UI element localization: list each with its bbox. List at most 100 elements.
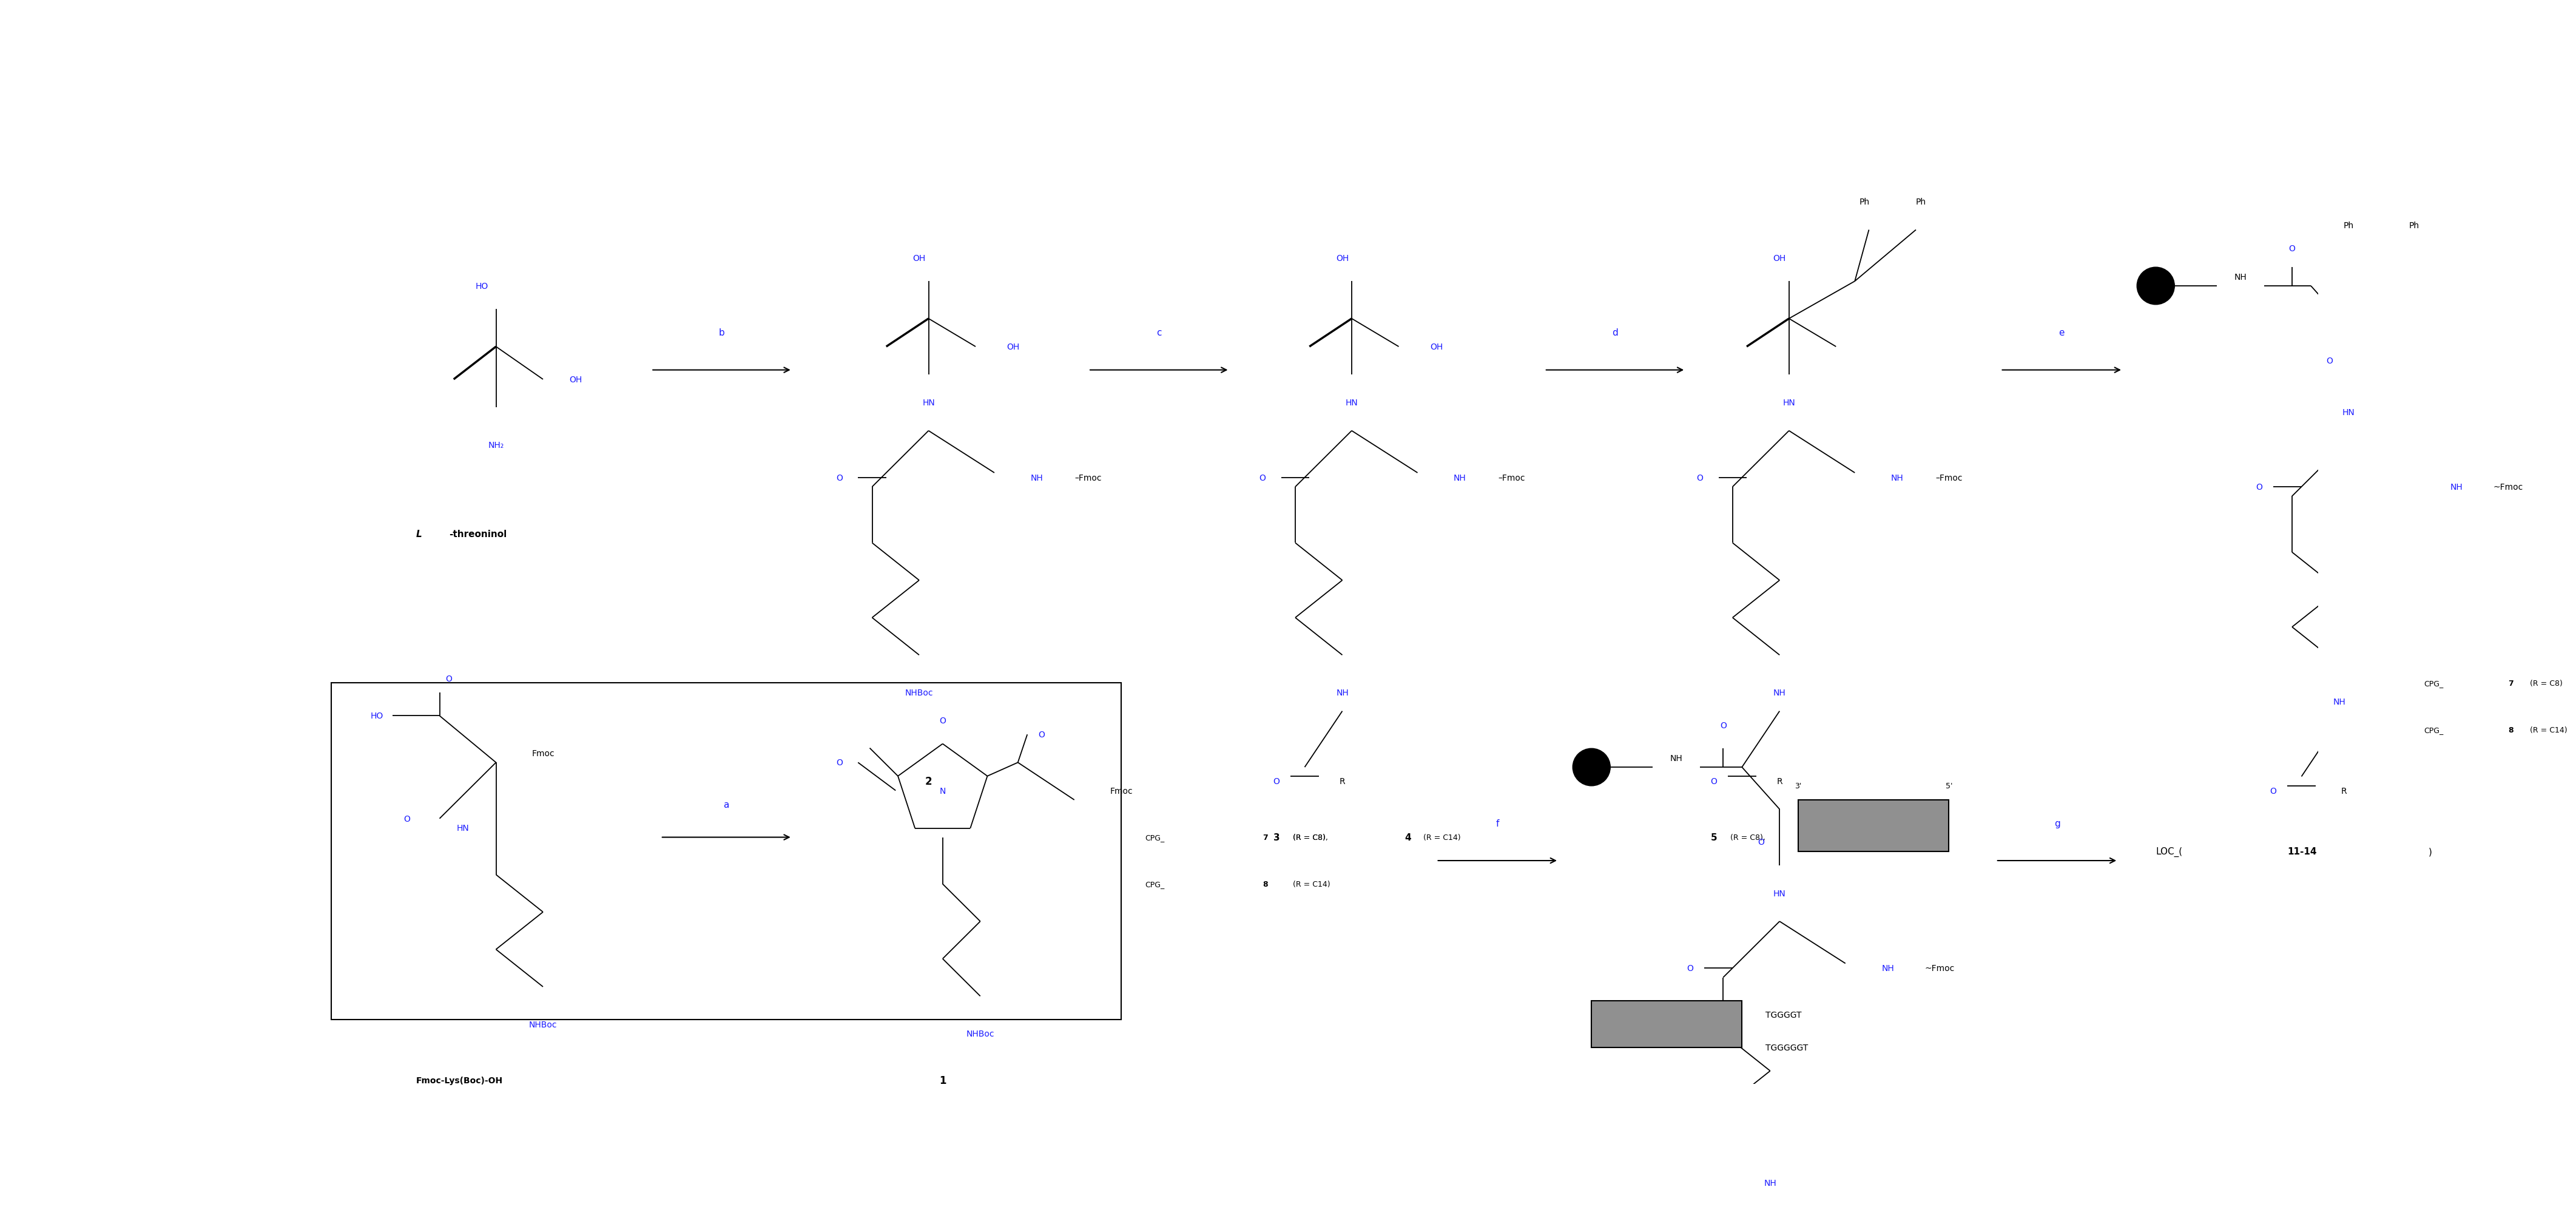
Text: O: O bbox=[1710, 777, 1718, 786]
Text: O: O bbox=[835, 474, 842, 482]
Text: e: e bbox=[2058, 329, 2063, 337]
Text: (R = C14): (R = C14) bbox=[1857, 833, 1899, 842]
Text: (R = C8): (R = C8) bbox=[1291, 833, 1327, 842]
Text: (R = C14): (R = C14) bbox=[2527, 726, 2566, 734]
Text: LOC_(: LOC_( bbox=[2156, 847, 2182, 856]
Text: TGGGGT: TGGGGT bbox=[1765, 1011, 1801, 1019]
Text: Fmoc: Fmoc bbox=[1110, 787, 1133, 795]
Text: HN: HN bbox=[2342, 408, 2354, 417]
Text: OH: OH bbox=[912, 255, 925, 263]
Bar bbox=[332, 683, 1121, 1019]
Text: N: N bbox=[940, 787, 945, 795]
Text: NH: NH bbox=[1030, 474, 1043, 482]
Text: O: O bbox=[1273, 777, 1280, 786]
Text: NH₂: NH₂ bbox=[487, 441, 505, 449]
Text: HN: HN bbox=[1772, 889, 1785, 898]
Text: NH: NH bbox=[1891, 474, 1904, 482]
Text: O: O bbox=[1260, 474, 1265, 482]
Text: (R = C14): (R = C14) bbox=[1291, 881, 1329, 888]
Text: NH: NH bbox=[1772, 688, 1785, 697]
Text: Fmoc-Lys(Boc)-OH: Fmoc-Lys(Boc)-OH bbox=[417, 1075, 502, 1084]
Text: NH: NH bbox=[1337, 688, 1350, 697]
Text: CPG_: CPG_ bbox=[2424, 726, 2442, 734]
Text: (R = C8),: (R = C8), bbox=[1728, 833, 1765, 842]
Text: HO: HO bbox=[477, 283, 489, 291]
Text: 4: 4 bbox=[1404, 833, 1412, 842]
Text: O: O bbox=[1721, 721, 1726, 730]
Text: Ph: Ph bbox=[1917, 199, 1927, 207]
Text: Ph: Ph bbox=[2344, 222, 2354, 230]
Text: NHBoc: NHBoc bbox=[966, 1029, 994, 1038]
Text: -threoninol: -threoninol bbox=[448, 530, 507, 538]
Text: O: O bbox=[2326, 357, 2334, 365]
Text: NH: NH bbox=[2334, 698, 2344, 706]
Text: (R = C8),: (R = C8), bbox=[1291, 833, 1329, 842]
Text: (R = C8): (R = C8) bbox=[2527, 680, 2563, 687]
Text: NH: NH bbox=[1765, 1179, 1777, 1188]
Text: O: O bbox=[2269, 787, 2277, 795]
Text: L: L bbox=[417, 530, 422, 538]
Text: –Fmoc: –Fmoc bbox=[1499, 474, 1525, 482]
Text: R: R bbox=[2342, 787, 2347, 795]
Text: b: b bbox=[719, 329, 724, 337]
Text: 3: 3 bbox=[1273, 833, 1280, 842]
Text: HN: HN bbox=[1345, 398, 1358, 407]
Text: 2: 2 bbox=[925, 776, 933, 787]
Text: 5: 5 bbox=[1710, 833, 1718, 842]
Text: 3': 3' bbox=[1795, 782, 1801, 790]
Text: OH: OH bbox=[569, 375, 582, 384]
Text: Fmoc: Fmoc bbox=[531, 749, 554, 758]
Text: O: O bbox=[1038, 731, 1046, 739]
Text: 7: 7 bbox=[2509, 680, 2514, 687]
Text: O: O bbox=[1687, 963, 1692, 972]
Text: f: f bbox=[1497, 818, 1499, 828]
Text: HN: HN bbox=[1783, 398, 1795, 407]
Text: g: g bbox=[2053, 818, 2061, 828]
Text: O: O bbox=[1757, 838, 1765, 847]
Text: O: O bbox=[1698, 474, 1703, 482]
Text: OH: OH bbox=[1430, 342, 1443, 351]
Text: 11-14: 11-14 bbox=[2287, 847, 2316, 856]
Text: NH: NH bbox=[2450, 482, 2463, 491]
Circle shape bbox=[1574, 749, 1610, 786]
Text: –Fmoc: –Fmoc bbox=[1935, 474, 1963, 482]
Text: R: R bbox=[1777, 777, 1783, 786]
Text: c: c bbox=[1157, 329, 1162, 337]
Text: OH: OH bbox=[1772, 255, 1785, 263]
Text: NH: NH bbox=[1880, 963, 1893, 972]
Text: ~Fmoc: ~Fmoc bbox=[1924, 963, 1955, 972]
Text: CPG_: CPG_ bbox=[1144, 881, 1164, 888]
Text: CPG_: CPG_ bbox=[2424, 680, 2442, 687]
Text: NH: NH bbox=[1453, 474, 1466, 482]
Text: OH: OH bbox=[1337, 255, 1350, 263]
Text: Ph: Ph bbox=[1860, 199, 1870, 207]
Text: (R = C14): (R = C14) bbox=[1422, 833, 1461, 842]
Text: NH: NH bbox=[1669, 754, 1682, 762]
Text: d: d bbox=[1613, 329, 1618, 337]
Text: 1: 1 bbox=[940, 1074, 945, 1085]
Text: TGGGGGT: TGGGGGT bbox=[1765, 1044, 1808, 1052]
Text: O: O bbox=[2257, 482, 2262, 491]
Text: R: R bbox=[1340, 777, 1345, 786]
Text: 5': 5' bbox=[1945, 782, 1953, 790]
Text: 6: 6 bbox=[1842, 833, 1850, 842]
Text: HN: HN bbox=[922, 398, 935, 407]
Text: O: O bbox=[940, 716, 945, 725]
Text: O: O bbox=[835, 759, 842, 767]
Bar bbox=[1798, 800, 1950, 851]
Text: NH: NH bbox=[2233, 273, 2246, 281]
Text: OH: OH bbox=[1007, 342, 1020, 351]
Bar bbox=[1592, 1001, 1741, 1047]
Text: HN: HN bbox=[456, 823, 469, 832]
Text: ): ) bbox=[2429, 847, 2432, 856]
Text: O: O bbox=[446, 675, 453, 683]
Text: a: a bbox=[724, 800, 729, 809]
Text: O: O bbox=[404, 815, 410, 823]
Text: CPG_: CPG_ bbox=[1144, 833, 1164, 842]
Text: –Fmoc: –Fmoc bbox=[1074, 474, 1103, 482]
Text: 7: 7 bbox=[1262, 833, 1267, 842]
Text: HO: HO bbox=[371, 711, 384, 720]
Text: 8: 8 bbox=[1262, 881, 1267, 888]
Text: NHBoc: NHBoc bbox=[528, 1019, 556, 1028]
Text: NHBoc: NHBoc bbox=[904, 688, 933, 697]
